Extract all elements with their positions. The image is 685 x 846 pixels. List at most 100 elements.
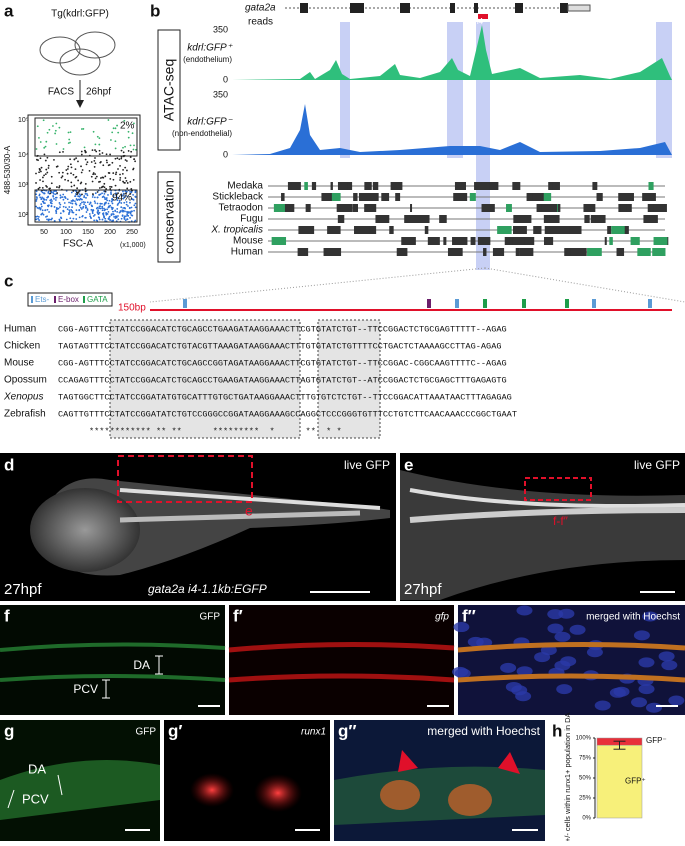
dot	[81, 169, 84, 171]
vessel	[457, 641, 685, 683]
dot	[44, 145, 47, 148]
species-name: Opossum	[4, 375, 47, 386]
dot	[35, 193, 38, 196]
dot	[67, 131, 70, 134]
dot	[47, 196, 49, 198]
dot	[44, 209, 47, 212]
dot	[118, 201, 121, 204]
dot	[96, 196, 99, 199]
conserved-block	[452, 237, 468, 245]
conserved-block	[414, 215, 430, 223]
dot	[70, 181, 73, 184]
panel-letter: g	[4, 721, 14, 740]
gate	[34, 117, 138, 157]
dot	[111, 131, 114, 134]
dot	[115, 171, 118, 174]
conserved-block	[297, 248, 305, 256]
dot	[93, 200, 96, 203]
dot	[92, 209, 95, 212]
dot	[90, 161, 93, 163]
image-label: merged with Hoechst	[427, 724, 540, 738]
dot	[82, 205, 85, 208]
dot	[94, 149, 96, 151]
dot	[98, 181, 100, 183]
conserved-block	[287, 182, 301, 190]
conserved-block	[281, 193, 285, 201]
conserved-block	[477, 237, 491, 245]
dot	[49, 187, 51, 190]
dot	[98, 194, 101, 196]
dot	[78, 204, 81, 207]
inset-box	[524, 477, 592, 501]
dot	[127, 205, 129, 207]
conserved-block	[544, 226, 560, 234]
dot	[94, 177, 97, 180]
conserved-block	[522, 237, 535, 245]
image-label: GFP	[199, 612, 220, 623]
dot	[69, 131, 72, 134]
dot	[128, 211, 131, 214]
species-label: Human	[231, 247, 263, 258]
dot	[68, 138, 71, 141]
dot	[85, 206, 88, 209]
dot	[125, 203, 128, 206]
dot	[80, 208, 83, 210]
dot	[109, 178, 112, 180]
dot	[62, 193, 65, 196]
nucleus	[638, 657, 655, 668]
conserved-block	[367, 193, 379, 201]
dot	[114, 173, 117, 176]
facs-label: FACS	[48, 87, 74, 98]
conserved-block	[337, 215, 345, 223]
dot	[86, 201, 89, 204]
dot	[107, 194, 109, 196]
dot	[48, 128, 51, 131]
dot	[55, 190, 58, 192]
yolk	[30, 488, 140, 572]
dot	[67, 165, 70, 168]
dot	[92, 173, 95, 176]
dot	[101, 207, 104, 210]
nucleus	[516, 605, 533, 616]
dot	[43, 153, 46, 156]
conserved-block	[618, 193, 634, 201]
conserved-block	[596, 193, 603, 201]
track-max: 350	[213, 24, 228, 34]
dot	[38, 171, 40, 174]
dot	[64, 197, 67, 200]
dot	[91, 180, 94, 183]
dot	[107, 218, 110, 220]
dot	[64, 178, 66, 181]
dot	[37, 216, 40, 218]
dot	[50, 175, 53, 178]
dot	[127, 211, 130, 214]
conserved-block	[424, 226, 429, 234]
legend-label: GFP⁻	[646, 736, 667, 745]
dot	[116, 157, 119, 160]
dot	[96, 212, 99, 214]
conservation-label: conservation	[161, 180, 176, 254]
dot	[60, 217, 63, 220]
dot	[54, 196, 57, 199]
dot	[122, 192, 125, 195]
fish-label: Tg(kdrl:GFP)	[51, 9, 109, 20]
dot	[101, 212, 104, 215]
conserved-block	[616, 248, 625, 256]
dot	[131, 132, 134, 135]
dot	[92, 215, 95, 217]
dot	[69, 158, 71, 161]
dot	[116, 196, 119, 199]
exon	[474, 3, 478, 13]
panel-letter: d	[4, 455, 14, 474]
dot	[75, 213, 78, 216]
species-name: Zebrafish	[4, 409, 46, 420]
y-axis-label: GFP+/- cells within runx1+ population in…	[563, 712, 572, 841]
dot	[122, 190, 124, 193]
site	[455, 299, 459, 308]
dot	[59, 196, 62, 199]
dot	[127, 130, 130, 133]
conserved-block	[513, 226, 527, 234]
dot	[55, 122, 58, 125]
conserved-block	[395, 193, 401, 201]
conserved-block	[301, 248, 309, 256]
